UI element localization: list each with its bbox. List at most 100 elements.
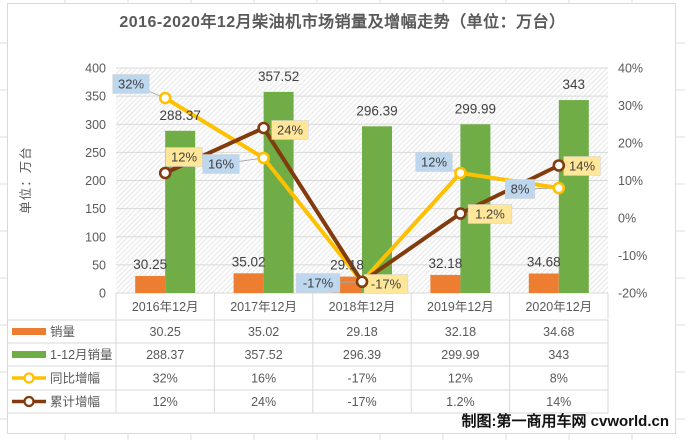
callout-value: -17% <box>303 276 334 291</box>
right-axis-tick: 40% <box>618 62 643 76</box>
table-cell-value: 296.39 <box>343 348 381 362</box>
legend-marker-swatch <box>23 395 35 408</box>
table-cell-value: 32% <box>153 372 178 386</box>
bar-value-label: 35.02 <box>232 254 266 269</box>
cumulative-callouts: 12% 24% -17% 1.2% 14% <box>165 120 601 294</box>
legend-bar-swatch <box>12 351 46 358</box>
legend-bar-swatch <box>12 328 46 335</box>
left-axis-tick: 300 <box>85 118 106 132</box>
table-cell-value: 343 <box>548 348 569 362</box>
bar-value-label: 296.39 <box>356 103 397 118</box>
credit-text: 制图:第一商用车网 cvworld.cn <box>461 413 669 430</box>
callout-box <box>295 273 341 293</box>
callout-box <box>505 179 535 199</box>
legend-label: 1-12月销量 <box>50 348 113 362</box>
data-point-marker <box>454 207 467 220</box>
callout-value: 32% <box>118 77 144 92</box>
data-point-marker <box>257 121 270 135</box>
monthly-bar-labels: 30.25 35.02 29.18 32.18 34.68 <box>133 254 560 272</box>
category-label: 2020年12月 <box>525 300 592 314</box>
bar <box>233 273 264 293</box>
callout-box <box>271 120 309 140</box>
right-axis: 40% 30% 20% 10% 0% -10% -20% <box>618 62 647 301</box>
left-axis-tick: 150 <box>85 202 106 216</box>
right-axis-tick: -10% <box>618 249 647 263</box>
left-axis-tick: 100 <box>85 230 106 244</box>
callout-value: 14% <box>569 159 595 174</box>
left-axis-tick: 400 <box>85 62 106 76</box>
legend-label: 同比增幅 <box>50 371 100 386</box>
table-cell-value: 8% <box>550 372 568 386</box>
callout-box <box>112 74 150 94</box>
table-cell-value: 34.68 <box>543 325 574 339</box>
left-axis-tick: 50 <box>92 258 106 272</box>
callout-value: 24% <box>277 123 303 138</box>
table-cell-value: 29.18 <box>346 325 377 339</box>
right-axis-tick: -20% <box>618 287 647 301</box>
bar-value-label: 357.52 <box>258 69 299 84</box>
table-cell-value: 24% <box>251 395 276 409</box>
data-table: 销量 30.25 35.02 29.18 32.18 34.68 1-12月销量 288.37… <box>8 319 609 414</box>
data-point-marker <box>552 159 566 172</box>
category-label: 2019年12月 <box>427 300 494 314</box>
legend-label: 销量 <box>50 325 75 339</box>
bar-value-label: 299.99 <box>455 101 496 116</box>
bar-value-label: 343 <box>563 77 586 92</box>
table-row: 同比增幅 32% 16% -17% 12% 8% <box>12 371 568 386</box>
table-cell-value: 357.52 <box>244 348 282 362</box>
table-row: 销量 30.25 35.02 29.18 32.18 34.68 <box>12 325 574 339</box>
callout-box <box>202 154 240 174</box>
right-axis-tick: 20% <box>618 137 643 151</box>
left-axis-tick: 200 <box>85 174 106 188</box>
callout-value: 12% <box>171 150 197 165</box>
data-point-marker <box>257 151 270 165</box>
category-label: 2018年12月 <box>329 300 396 314</box>
table-cell-value: 288.37 <box>146 348 184 362</box>
table-cell-value: -17% <box>347 395 376 409</box>
bar-value-label: 29.18 <box>330 258 364 273</box>
right-axis-tick: 30% <box>618 99 643 113</box>
callout-value: 16% <box>208 157 234 172</box>
bar <box>430 274 461 293</box>
callout-value: 1.2% <box>475 207 505 222</box>
chart-title: 2016-2020年12月柴油机市场销量及增幅走势（单位：万台） <box>119 14 566 31</box>
cumulative-markers <box>158 121 566 289</box>
bar <box>558 100 589 293</box>
left-axis-tick: 0 <box>99 287 106 301</box>
data-point-marker <box>355 275 369 289</box>
left-axis-title: 单位：万台 <box>18 146 33 214</box>
table-cell-value: 16% <box>251 372 276 386</box>
bar-value-label: 32.18 <box>429 256 463 271</box>
callout-value: -17% <box>371 277 402 292</box>
cumulative-bar-labels: 288.37 357.52 296.39 299.99 343 <box>160 69 586 123</box>
category-label: 2016年12月 <box>132 300 199 314</box>
x-axis: 2016年12月 2017年12月 2018年12月 2019年12月 2020年12月 <box>115 293 609 319</box>
callout-box <box>467 204 513 224</box>
left-axis: 400 350 300 250 200 150 100 50 0 <box>85 62 106 301</box>
table-cell-value: 14% <box>546 395 571 409</box>
bar-value-label: 30.25 <box>133 257 167 272</box>
right-axis-tick: 10% <box>618 174 643 188</box>
data-point-marker <box>158 91 172 105</box>
data-point-marker <box>454 166 467 180</box>
bar-value-label: 34.68 <box>527 254 561 269</box>
data-point-marker <box>158 166 172 180</box>
category-label: 2017年12月 <box>230 300 297 314</box>
table-cell-value: 12% <box>448 372 473 386</box>
table-cell-value: 1.2% <box>446 395 475 409</box>
callout-value: 12% <box>421 155 447 170</box>
table-cell-value: 12% <box>153 395 178 409</box>
left-axis-tick: 250 <box>85 146 106 160</box>
bar <box>528 273 559 293</box>
callout-value: 8% <box>511 182 530 197</box>
callout-box <box>415 152 453 172</box>
table-cell-value: -17% <box>347 372 376 386</box>
table-cell-value: 32.18 <box>445 325 476 339</box>
bar-value-label: 288.37 <box>160 108 201 123</box>
table-row: 1-12月销量 288.37 357.52 296.39 299.99 343 <box>12 348 569 362</box>
table-cell-value: 35.02 <box>248 325 279 339</box>
callout-box <box>165 147 203 167</box>
